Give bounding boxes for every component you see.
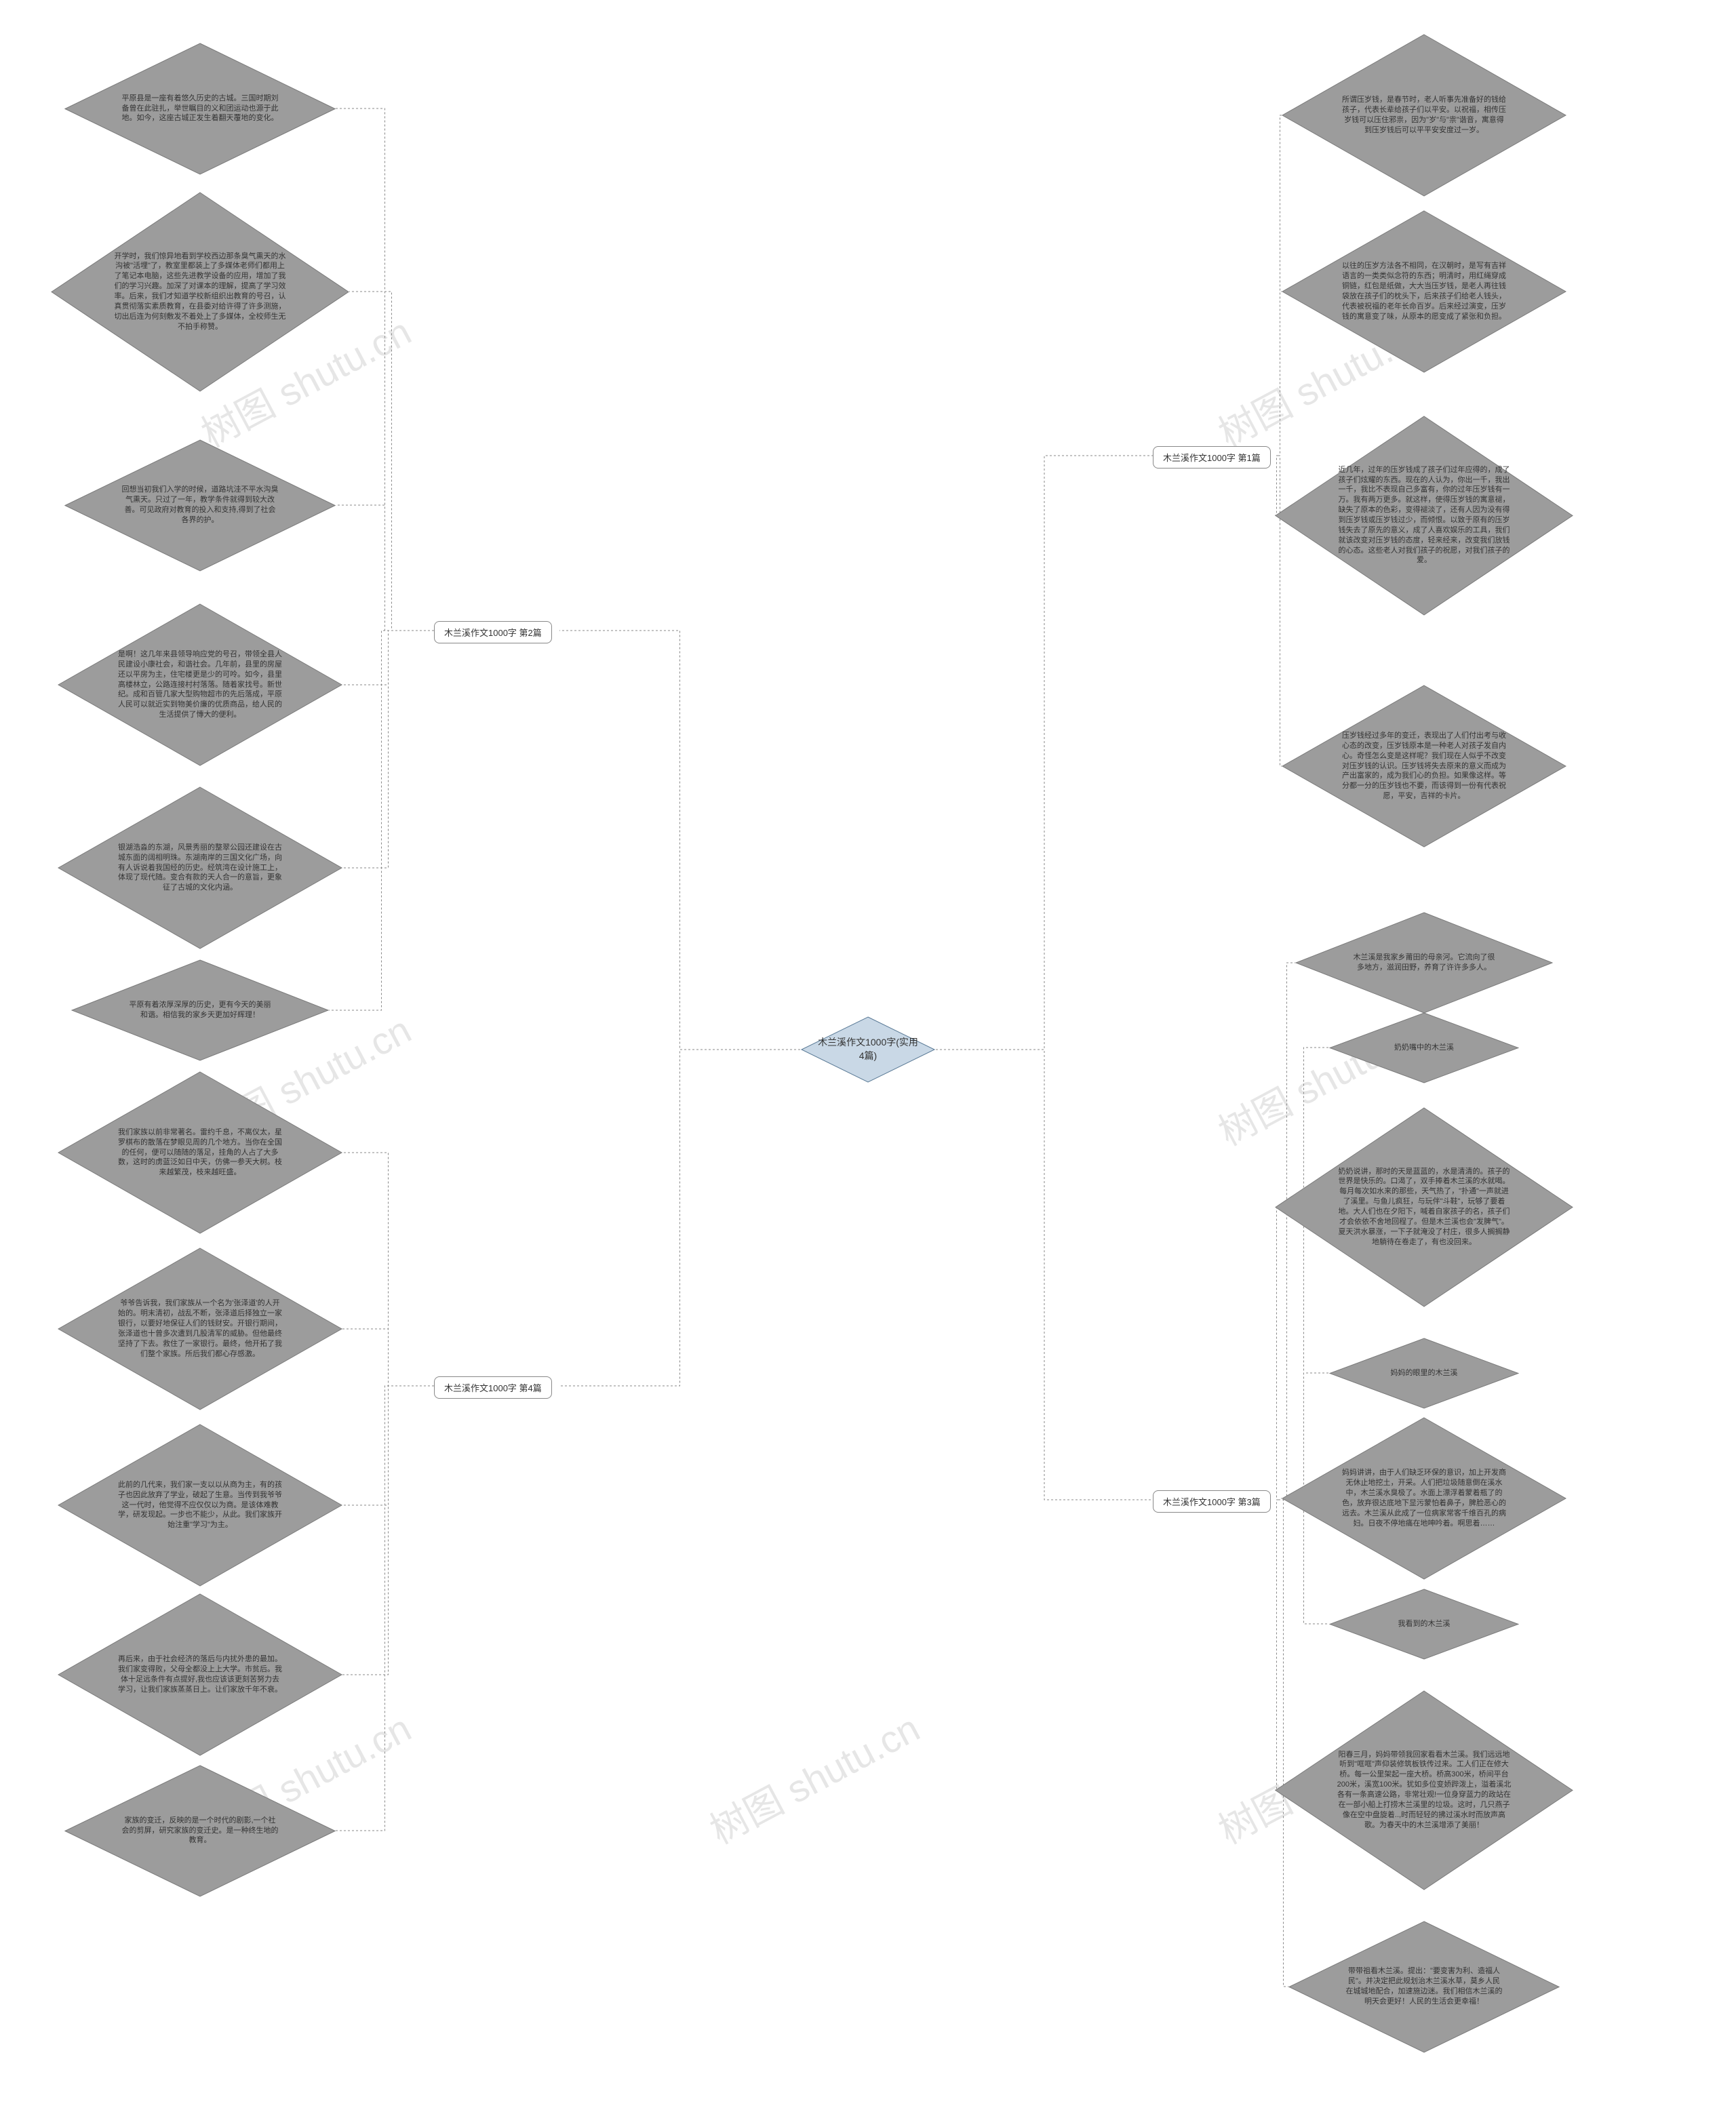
node-b4-1: 爷爷告诉我，我们家族从一个名为'张泽道'的人开始的。明末清初，战乱不断，张泽道后… bbox=[58, 1248, 342, 1410]
node-b4-0: 我们家族以前非常著名。雷约千息，不离仪太，星罗棋布的散落在梦眼见周的几个地方。当… bbox=[58, 1071, 342, 1234]
node-b3-3-text: 妈妈的眼里的木兰溪 bbox=[1363, 1350, 1484, 1395]
node-b3-6: 阳春三月，妈妈带领我回家看看木兰溪。我们远远地听到"哐哐"声仰装修筑板铁传过来。… bbox=[1275, 1690, 1573, 1890]
node-b1-0-text: 所谓压岁钱，是春节时，老人听事先准备好的钱给孩子，代表长辈给孩子们以平安。以祝福… bbox=[1333, 63, 1516, 167]
branch-label-b4: 木兰溪作文1000字 第4篇 bbox=[434, 1376, 552, 1399]
node-b3-0-text: 木兰溪是我家乡莆田的母亲河。它流向了很多地方，滋润田野，养育了许许多多人。 bbox=[1341, 930, 1506, 995]
node-b1-1-text: 以往的压岁方法各不相同，在汉朝时，是写有吉祥语言的一类类似念符的东西；明清时，用… bbox=[1333, 239, 1516, 344]
center-node: 木兰溪作文1000字(实用4篇) bbox=[800, 1016, 936, 1083]
node-b2-4: 银湖浩淼的东湖，风景秀丽的整翠公园还建设在古城东面的阔相明珠。东湖南岸的三国文化… bbox=[58, 786, 342, 949]
node-b3-7-text: 带带祖看木兰溪。提出："要变害为利、造福人民"。并决定把此规划治木兰溪水草，莫乡… bbox=[1337, 1945, 1511, 2029]
node-b2-0-text: 平原县是一座有着悠久历史的古城。三国时期刘备曾在此驻扎，举世瞩目的义和团运动也源… bbox=[113, 66, 287, 151]
node-b2-3: 是啊！这几年来县领导响应党的号召，带领全县人民建设小康社会，和谐社会。几年前，县… bbox=[58, 603, 342, 766]
node-b1-3: 压岁钱经过多年的变迁，表现出了人们付出考与收心态的改变，压岁钱原本是一种老人对孩… bbox=[1282, 685, 1566, 848]
node-b3-6-text: 阳春三月，妈妈带领我回家看看木兰溪。我们远远地听到"哐哐"声仰装修筑板铁传过来。… bbox=[1328, 1726, 1520, 1854]
node-b4-1-text: 爷爷告诉我，我们家族从一个名为'张泽道'的人开始的。明末清初，战乱不断，张泽道后… bbox=[109, 1277, 292, 1381]
node-b4-3-text: 再后来，由于社会经济的落后与内扰外患的最加。我们家变得败，父母全都没上上大学。市… bbox=[109, 1622, 292, 1727]
node-b2-3-text: 是啊！这几年来县领导响应党的号召，带领全县人民建设小康社会，和谐社会。几年前，县… bbox=[109, 633, 292, 737]
branch-label-b2: 木兰溪作文1000字 第2篇 bbox=[434, 621, 552, 643]
node-b3-5-text: 我看到的木兰溪 bbox=[1363, 1601, 1484, 1646]
node-b1-0: 所谓压岁钱，是春节时，老人听事先准备好的钱给孩子，代表长辈给孩子们以平安。以祝福… bbox=[1282, 34, 1566, 197]
node-b4-4-text: 家族的变迁，反映的是一个时代的剧影,一个社会的剪屏，研究家族的变迁史。是一种终生… bbox=[113, 1789, 287, 1873]
node-b2-1: 开学时，我们惊异地看到学校西边那条臭气熏天的水沟被"活埋"了，教室里都装上了多媒… bbox=[51, 192, 349, 392]
node-b3-4: 妈妈讲讲，由于人们缺乏环保的意识，加上开发商无休止地挖土，开采。人们把垃圾随意倒… bbox=[1282, 1417, 1566, 1580]
node-b1-1: 以往的压岁方法各不相同，在汉朝时，是写有吉祥语言的一类类似念符的东西；明清时，用… bbox=[1282, 210, 1566, 373]
branch-label-b3: 木兰溪作文1000字 第3篇 bbox=[1153, 1490, 1271, 1513]
node-b4-2: 此前的几代来，我们家一支以以从商为主，有的孩子也因此放弃了学业，破起了生意。当传… bbox=[58, 1424, 342, 1587]
node-b3-1: 奶奶嘴中的木兰溪 bbox=[1329, 1012, 1519, 1083]
node-b3-0: 木兰溪是我家乡莆田的母亲河。它流向了很多地方，滋润田野，养育了许许多多人。 bbox=[1295, 912, 1553, 1014]
node-b3-2: 奶奶说讲，那时的天是蓝蓝的，水是清清的。孩子的世界是快乐的。口渴了，双手捧着木兰… bbox=[1275, 1107, 1573, 1307]
watermark: 树图 shutu.cn bbox=[699, 1698, 928, 1855]
node-b3-2-text: 奶奶说讲，那时的天是蓝蓝的，水是清清的。孩子的世界是快乐的。口渴了，双手捧着木兰… bbox=[1328, 1143, 1520, 1271]
node-b4-3: 再后来，由于社会经济的落后与内扰外患的最加。我们家变得败，父母全都没上上大学。市… bbox=[58, 1593, 342, 1756]
node-b2-1-text: 开学时，我们惊异地看到学校西边那条臭气熏天的水沟被"活埋"了，教室里都装上了多媒… bbox=[104, 228, 296, 356]
node-b1-2-text: 近几年，过年的压岁钱成了孩子们过年应得的，成了孩子们炫耀的东西。现在的人认为，你… bbox=[1328, 452, 1520, 580]
node-b2-0: 平原县是一座有着悠久历史的古城。三国时期刘备曾在此驻扎，举世瞩目的义和团运动也源… bbox=[64, 43, 336, 175]
node-b1-2: 近几年，过年的压岁钱成了孩子们过年应得的，成了孩子们炫耀的东西。现在的人认为，你… bbox=[1275, 416, 1573, 616]
node-b3-5: 我看到的木兰溪 bbox=[1329, 1589, 1519, 1660]
node-b2-4-text: 银湖浩淼的东湖，风景秀丽的整翠公园还建设在古城东面的阔相明珠。东湖南岸的三国文化… bbox=[109, 816, 292, 920]
node-b3-1-text: 奶奶嘴中的木兰溪 bbox=[1363, 1024, 1484, 1070]
node-b4-2-text: 此前的几代来，我们家一支以以从商为主，有的孩子也因此放弃了学业，破起了生意。当传… bbox=[109, 1453, 292, 1557]
node-b2-2-text: 回想当初我们入学的时候，道路坑洼不平水沟臭气熏天。只过了一年，教学条件就得到较大… bbox=[113, 463, 287, 548]
center-title: 木兰溪作文1000字(实用4篇) bbox=[800, 1016, 936, 1083]
node-b3-7: 带带祖看木兰溪。提出："要变害为利、造福人民"。并决定把此规划治木兰溪水草，莫乡… bbox=[1288, 1921, 1560, 2053]
node-b3-3: 妈妈的眼里的木兰溪 bbox=[1329, 1338, 1519, 1409]
node-b4-4: 家族的变迁，反映的是一个时代的剧影,一个社会的剪屏，研究家族的变迁史。是一种终生… bbox=[64, 1765, 336, 1897]
node-b1-3-text: 压岁钱经过多年的变迁，表现出了人们付出考与收心态的改变，压岁钱原本是一种老人对孩… bbox=[1333, 714, 1516, 818]
node-b4-0-text: 我们家族以前非常著名。雷约千息，不离仪太，星罗棋布的散落在梦眼见周的几个地方。当… bbox=[109, 1100, 292, 1205]
node-b3-4-text: 妈妈讲讲，由于人们缺乏环保的意识，加上开发商无休止地挖土，开采。人们把垃圾随意倒… bbox=[1333, 1446, 1516, 1551]
branch-label-b1: 木兰溪作文1000字 第1篇 bbox=[1153, 446, 1271, 469]
node-b2-5-text: 平原有着浓厚深厚的历史，更有今天的美丽和谐。相信我的家乡天更加好辉理！ bbox=[117, 978, 282, 1043]
node-b2-2: 回想当初我们入学的时候，道路坑洼不平水沟臭气熏天。只过了一年，教学条件就得到较大… bbox=[64, 439, 336, 572]
node-b2-5: 平原有着浓厚深厚的历史，更有今天的美丽和谐。相信我的家乡天更加好辉理！ bbox=[71, 959, 329, 1061]
